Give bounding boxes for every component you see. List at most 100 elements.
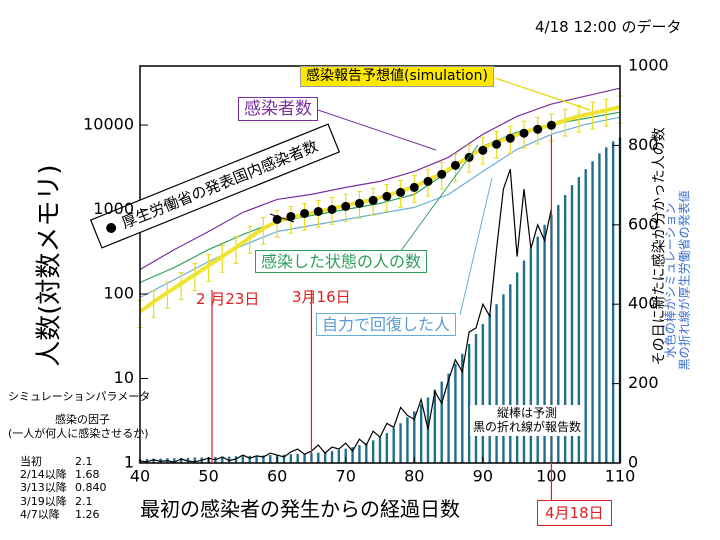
point <box>300 208 310 218</box>
point <box>409 182 419 192</box>
bar <box>303 453 306 463</box>
bar <box>365 443 368 463</box>
x-tick-label: 70 <box>336 467 356 486</box>
bar <box>221 456 224 463</box>
bar <box>173 458 176 463</box>
marker-label: 2 月23日 <box>196 290 260 308</box>
x-tick-label: 110 <box>605 467 636 486</box>
point <box>382 191 392 201</box>
bar <box>193 457 197 463</box>
y-tick-label: 1 <box>124 453 134 472</box>
bar <box>337 449 341 463</box>
y-tick-label: 1000 <box>93 199 134 218</box>
marker-label: 3月16日 <box>292 288 351 306</box>
param-cell: 当初 <box>20 455 42 468</box>
param-cell: 3/19以降 <box>20 494 67 508</box>
y2-tick-label: 600 <box>628 214 659 233</box>
bar <box>227 456 231 463</box>
bar <box>474 333 478 463</box>
bar <box>296 453 299 463</box>
bar <box>358 445 361 463</box>
point <box>423 176 433 186</box>
bar <box>255 455 258 463</box>
point <box>341 201 351 211</box>
bar <box>611 141 615 463</box>
bar <box>282 454 286 463</box>
bar <box>454 363 457 463</box>
param-table: 当初 2.1 2/14以降 1.68 3/13以降 0.840 3/19以降 2.1 4/7以降… <box>20 455 107 521</box>
bar <box>543 224 546 463</box>
param-cell: 0.840 <box>75 481 107 495</box>
timestamp: 4/18 12:00 のデータ <box>535 18 682 36</box>
bar <box>461 353 464 463</box>
bar <box>467 343 471 463</box>
series-label: 自力で回復した人 <box>316 313 457 337</box>
param-row: 3/13以降 0.840 <box>20 481 107 494</box>
pointer <box>317 109 437 151</box>
bar <box>152 458 155 463</box>
pointer <box>399 144 479 253</box>
param-note: (一人が何人に感染させるか) <box>8 427 149 440</box>
bar <box>522 260 526 463</box>
param-cell: 1.26 <box>75 507 100 521</box>
bar <box>344 448 347 463</box>
bar <box>584 169 587 463</box>
bar <box>502 294 505 463</box>
bar <box>557 204 560 463</box>
sim-label: 感染報告予想値(simulation) <box>300 66 494 87</box>
param-cell: 3/13以降 <box>20 481 67 495</box>
y2-tick-label: 0 <box>628 453 638 472</box>
param-row: 3/19以降 2.1 <box>20 495 107 508</box>
pointer <box>494 77 591 111</box>
param-row: 2/14以降 1.68 <box>20 468 107 481</box>
bar <box>323 451 327 463</box>
point <box>437 169 447 179</box>
param-row: 当初 2.1 <box>20 455 107 468</box>
point <box>478 145 488 155</box>
bar <box>529 248 533 463</box>
y-tick-label: 10 <box>114 368 134 387</box>
bar <box>440 381 443 463</box>
point <box>546 120 556 130</box>
x-tick-label: 80 <box>404 467 424 486</box>
point <box>450 160 460 170</box>
legend-marker <box>106 222 117 233</box>
bar <box>605 147 608 463</box>
param-cell: 1.68 <box>75 468 100 482</box>
point <box>354 198 364 208</box>
line <box>139 87 621 271</box>
bar <box>488 314 491 463</box>
param-subtitle: 感染の因子 <box>55 413 110 426</box>
bar <box>591 161 594 463</box>
point <box>505 133 515 143</box>
y2-tick-label: 400 <box>628 294 659 313</box>
bar <box>241 456 245 463</box>
y-tick-label: 100 <box>103 284 134 303</box>
bar <box>269 455 272 463</box>
param-cell: 2.1 <box>75 494 93 508</box>
point <box>368 195 378 205</box>
param-cell: 2.1 <box>75 455 93 468</box>
bar <box>248 455 251 463</box>
bar <box>234 456 238 463</box>
bar <box>385 433 389 463</box>
param-row: 4/7以降 1.26 <box>20 508 107 521</box>
x-tick-label: 50 <box>198 467 218 486</box>
x-tick-label: 60 <box>267 467 287 486</box>
point <box>492 139 502 149</box>
bar <box>262 455 265 463</box>
bar <box>577 177 581 463</box>
legend-box: 厚生労働省の発表国内感染者数 <box>89 123 341 249</box>
bar <box>570 185 574 463</box>
bar <box>536 236 539 463</box>
point <box>313 206 323 216</box>
point <box>533 124 543 134</box>
plot-area <box>137 87 623 463</box>
bar <box>145 459 149 463</box>
param-cell: 2/14以降 <box>20 468 67 482</box>
y2-tick-label: 200 <box>628 373 659 392</box>
legend-frame <box>89 123 341 249</box>
bar <box>179 457 183 463</box>
x-tick-label: 90 <box>473 467 493 486</box>
